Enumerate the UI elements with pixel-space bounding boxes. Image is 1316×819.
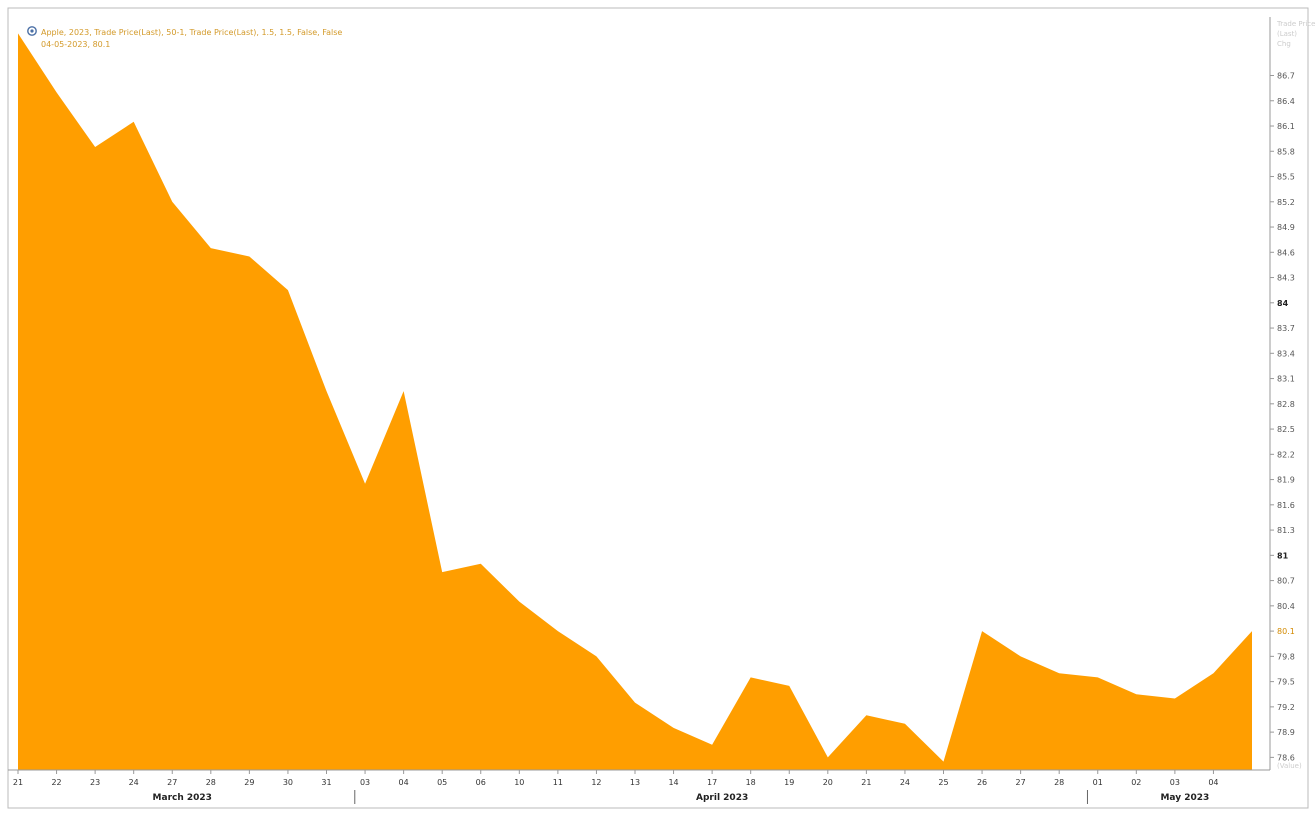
y-tick-label: 81.3 (1277, 526, 1295, 535)
x-axis: 21 22 23 24 27 28 29 30 31 03 04 05 06 10 11 12 13 14 17 18… (8, 770, 1270, 804)
x-tick-label: 03 (360, 778, 370, 787)
legend: Apple, 2023, Trade Price(Last), 50-1, Tr… (28, 27, 343, 49)
y-tick-label: 80.4 (1277, 602, 1295, 611)
x-tick-label: 04 (399, 778, 409, 787)
y-tick-label: 78.9 (1277, 728, 1295, 737)
y-tick-label: 86.7 (1277, 72, 1295, 81)
x-tick-label: 04 (1208, 778, 1218, 787)
y-tick-label: 81.9 (1277, 476, 1295, 485)
x-tick-label: 22 (51, 778, 61, 787)
x-tick-label: 31 (321, 778, 331, 787)
x-tick-label: 11 (553, 778, 563, 787)
x-tick-label: 21 (861, 778, 871, 787)
y-tick-label: 84.3 (1277, 274, 1295, 283)
y-tick-label: 79.5 (1277, 678, 1295, 687)
x-tick-label: 24 (129, 778, 139, 787)
y-tick-label: 85.2 (1277, 198, 1295, 207)
x-tick-label: 27 (1016, 778, 1026, 787)
y-tick-label: 84.6 (1277, 248, 1295, 257)
y-tick-label: 83.7 (1277, 324, 1295, 333)
x-tick-label: 25 (938, 778, 948, 787)
x-tick-label: 05 (437, 778, 447, 787)
y-tick-label: 79.2 (1277, 703, 1295, 712)
month-label: May 2023 (1160, 793, 1209, 803)
x-tick-label: 13 (630, 778, 640, 787)
x-tick-label: 18 (746, 778, 756, 787)
x-tick-label: 23 (90, 778, 100, 787)
legend-line-1: Apple, 2023, Trade Price(Last), 50-1, Tr… (41, 28, 342, 37)
y-axis: 78.678.979.279.579.880.180.480.78181.381… (1270, 17, 1295, 770)
legend-line-2: 04-05-2023, 80.1 (41, 40, 110, 49)
x-tick-label: 29 (244, 778, 254, 787)
y-tick-label: 81.6 (1277, 501, 1295, 510)
y-tick-label: 83.4 (1277, 349, 1295, 358)
x-tick-label: 10 (514, 778, 524, 787)
y-tick-label: 86.1 (1277, 122, 1295, 131)
y-tick-label: 85.5 (1277, 173, 1295, 182)
y-tick-label: 79.8 (1277, 652, 1295, 661)
y-tick-label: 84.9 (1277, 223, 1295, 232)
x-tick-label: 17 (707, 778, 717, 787)
y-tick-label: 85.8 (1277, 147, 1295, 156)
x-tick-label: 24 (900, 778, 910, 787)
y-tick-label: 80.7 (1277, 577, 1295, 586)
x-tick-label: 26 (977, 778, 987, 787)
y-footer-label: (Value) (1277, 762, 1302, 770)
x-tick-label: 19 (784, 778, 794, 787)
y-tick-label: 81 (1277, 551, 1289, 560)
x-tick-label: 12 (591, 778, 601, 787)
x-tick-label: 02 (1131, 778, 1141, 787)
x-tick-label: 21 (13, 778, 23, 787)
x-tick-label: 03 (1170, 778, 1180, 787)
y-tick-label: 82.8 (1277, 400, 1295, 409)
x-tick-label: 30 (283, 778, 293, 787)
x-tick-label: 20 (823, 778, 833, 787)
area-series-path (18, 33, 1252, 770)
month-label: March 2023 (153, 793, 212, 803)
y-tick-label: 80.1 (1277, 627, 1295, 636)
x-tick-label: 27 (167, 778, 177, 787)
y-tick-label: 82.2 (1277, 450, 1295, 459)
x-tick-label: 28 (206, 778, 216, 787)
magnifier-icon[interactable] (28, 27, 36, 35)
x-tick-label: 14 (668, 778, 678, 787)
x-tick-label: 06 (476, 778, 486, 787)
y-header-line-1: Trade Price (1276, 20, 1315, 28)
x-tick-label: 01 (1093, 778, 1103, 787)
area-series-layer (18, 33, 1252, 770)
x-tick-label: 28 (1054, 778, 1064, 787)
month-label: April 2023 (696, 793, 748, 803)
y-tick-label: 86.4 (1277, 97, 1295, 106)
y-header-line-2: (Last) (1277, 30, 1297, 38)
y-tick-label: 83.1 (1277, 375, 1295, 384)
y-tick-label: 84 (1277, 299, 1289, 308)
y-tick-label: 82.5 (1277, 425, 1295, 434)
y-header-line-3: Chg (1277, 40, 1291, 48)
